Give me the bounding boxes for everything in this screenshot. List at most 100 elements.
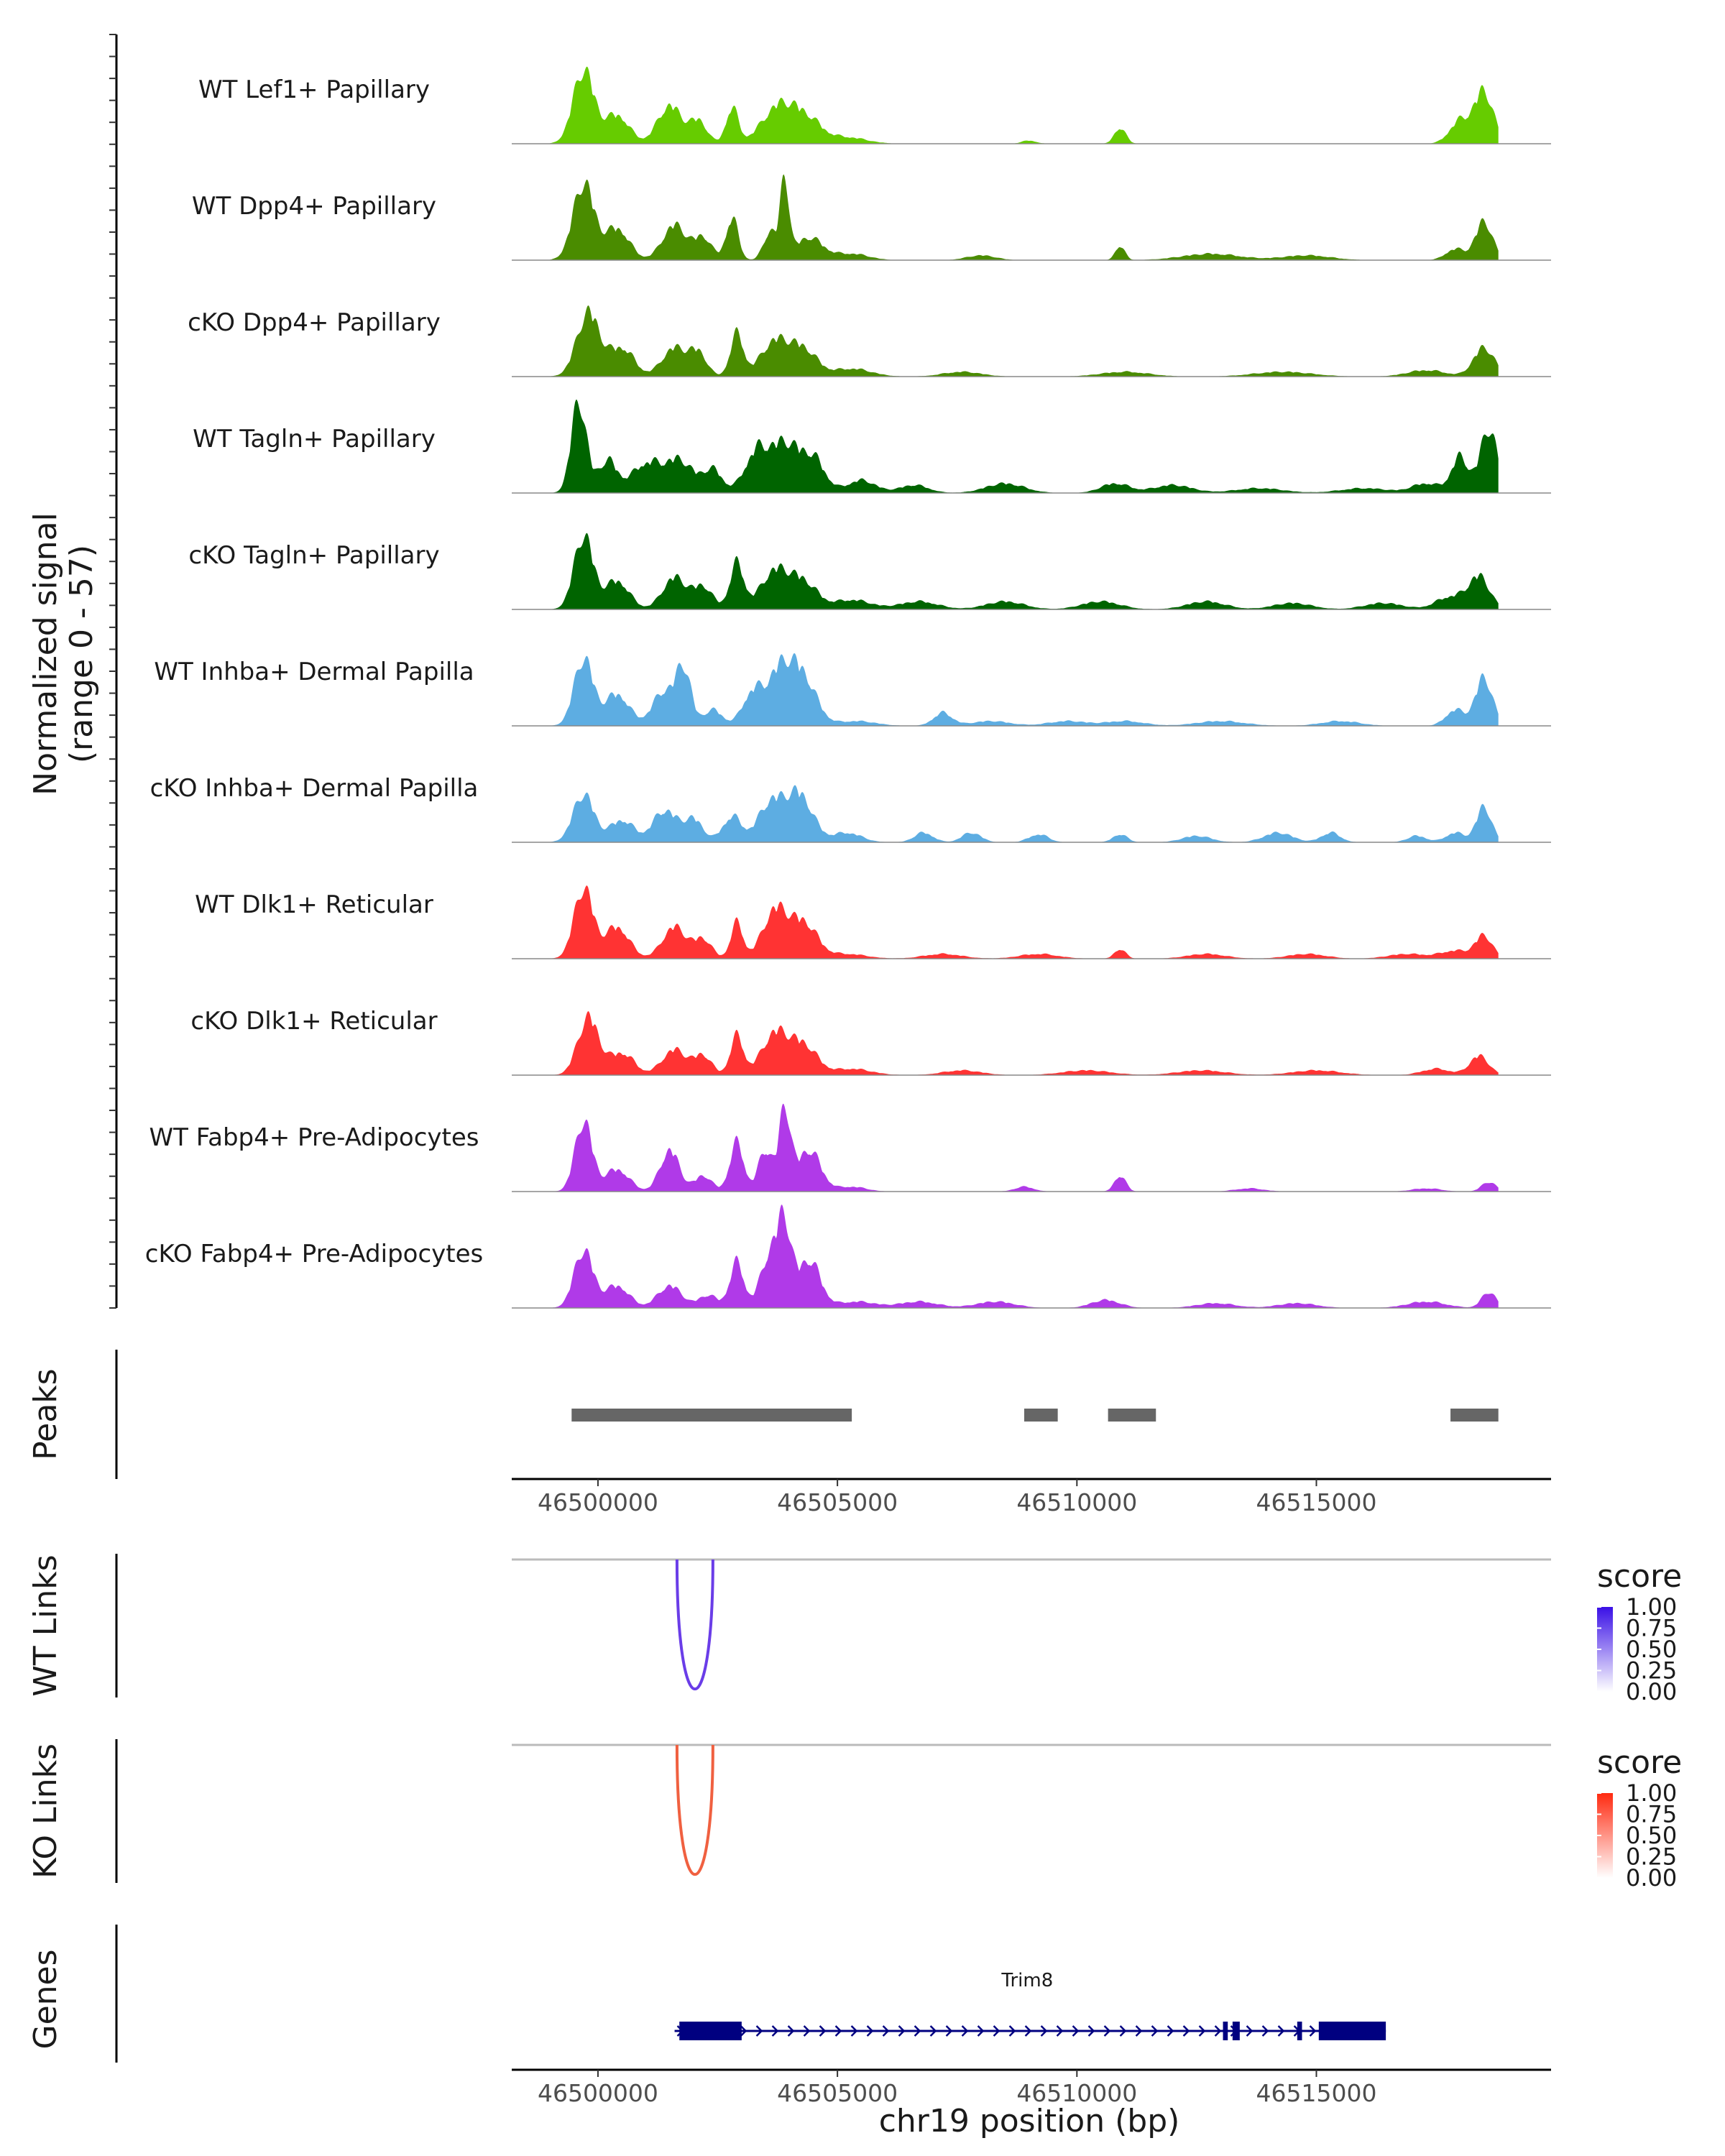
strand-arrow xyxy=(819,2025,827,2037)
strand-arrow xyxy=(787,2025,795,2037)
coverage-track: WT Fabp4+ Pre-Adipocytes xyxy=(150,1103,1551,1192)
strand-arrow xyxy=(803,2025,811,2037)
peak-region xyxy=(1108,1409,1156,1422)
legend-tick-label: 0.75 xyxy=(1626,1801,1677,1828)
track-label: WT Lef1+ Papillary xyxy=(198,75,430,104)
coverage-track: WT Dpp4+ Papillary xyxy=(192,174,1551,261)
legend-tick-label: 0.50 xyxy=(1626,1636,1677,1663)
coverage-track: cKO Inhba+ Dermal Papilla xyxy=(150,774,1551,843)
track-label: WT Tagln+ Papillary xyxy=(193,425,436,453)
strand-arrow xyxy=(1261,2025,1269,2037)
strand-arrow xyxy=(1182,2025,1190,2037)
strand-arrow xyxy=(945,2025,953,2037)
strand-arrow xyxy=(882,2025,890,2037)
genes-track-label: Genes xyxy=(27,1949,64,2049)
legend-tick-label: 0.00 xyxy=(1626,1678,1677,1705)
strand-arrow xyxy=(1040,2025,1048,2037)
track-label: WT Dlk1+ Reticular xyxy=(195,890,433,919)
peak-region xyxy=(571,1409,852,1422)
strand-arrow xyxy=(1214,2025,1222,2037)
links-track-label: WT Links xyxy=(27,1554,64,1696)
strand-arrow xyxy=(771,2025,779,2037)
coverage-area xyxy=(550,653,1499,726)
strand-arrow xyxy=(1246,2025,1254,2037)
coverage-area xyxy=(550,1103,1499,1192)
coverage-area xyxy=(550,305,1499,377)
strand-arrow xyxy=(850,2025,858,2037)
genes-x-tick-label: 46515000 xyxy=(1256,2079,1376,2107)
coverage-track: cKO Dlk1+ Reticular xyxy=(190,1007,1551,1076)
strand-arrow xyxy=(1151,2025,1159,2037)
strand-arrow xyxy=(866,2025,874,2037)
strand-arrow xyxy=(914,2025,921,2037)
track-label: cKO Tagln+ Papillary xyxy=(188,541,439,570)
legend-tick-label: 0.00 xyxy=(1626,1864,1677,1892)
coverage-area xyxy=(550,174,1499,260)
strand-arrow xyxy=(755,2025,763,2037)
genes-x-tick-label: 46505000 xyxy=(777,2079,898,2107)
strand-arrow xyxy=(1072,2025,1080,2037)
strand-arrow xyxy=(1008,2025,1016,2037)
gene-exon xyxy=(1297,2022,1302,2040)
track-label: cKO Inhba+ Dermal Papilla xyxy=(150,774,479,803)
legend-tick-label: 1.00 xyxy=(1626,1593,1677,1621)
strand-arrow xyxy=(898,2025,906,2037)
strand-arrow xyxy=(929,2025,937,2037)
strand-arrow xyxy=(993,2025,1000,2037)
legend-tick-label: 1.00 xyxy=(1626,1779,1677,1807)
coverage-track: WT Inhba+ Dermal Papilla xyxy=(154,653,1551,727)
strand-arrow xyxy=(961,2025,969,2037)
strand-arrow xyxy=(1056,2025,1064,2037)
coverage-track: cKO Tagln+ Papillary xyxy=(188,533,1551,610)
peaks-x-tick-label: 46515000 xyxy=(1256,1488,1376,1516)
coverage-tracks: WT Lef1+ Papillary WT Dpp4+ Papillary cKO … xyxy=(109,34,1551,1309)
strand-arrow xyxy=(1167,2025,1174,2037)
strand-arrow xyxy=(1198,2025,1206,2037)
coverage-area xyxy=(550,785,1499,842)
coverage-area xyxy=(550,885,1499,959)
gene-exon xyxy=(1223,2022,1228,2040)
peaks-track-label: Peaks xyxy=(27,1368,64,1460)
strand-arrow xyxy=(834,2025,842,2037)
gene-exon xyxy=(1318,2022,1386,2040)
y-axis-title-line1: Normalized signal xyxy=(27,512,64,796)
legend-tick-label: 0.25 xyxy=(1626,1843,1677,1871)
peaks-x-tick-label: 46505000 xyxy=(777,1488,898,1516)
peaks-x-tick-label: 46510000 xyxy=(1016,1488,1137,1516)
coverage-track: cKO Dpp4+ Papillary xyxy=(188,305,1551,377)
legend-tick-label: 0.50 xyxy=(1626,1822,1677,1849)
genes-track: Genes Trim8 46500000 46505000 46510000 465150… xyxy=(27,1925,1551,2107)
strand-arrow xyxy=(1103,2025,1111,2037)
coverage-area xyxy=(550,1204,1499,1308)
link-arc xyxy=(675,1559,714,1691)
strand-arrow xyxy=(740,2025,748,2037)
links-track-label: KO Links xyxy=(27,1743,64,1879)
gene-name-label: Trim8 xyxy=(1000,1970,1053,1991)
strand-arrow xyxy=(1277,2025,1285,2037)
coverage-area xyxy=(550,533,1499,609)
coverage-area xyxy=(550,1011,1499,1075)
coverage-area xyxy=(550,66,1499,144)
peak-region xyxy=(1024,1409,1058,1422)
coverage-area xyxy=(550,400,1499,493)
peaks-track: Peaks 46500000 46505000 46510000 46515000 xyxy=(27,1350,1551,1516)
track-label: cKO Dpp4+ Papillary xyxy=(188,308,441,337)
gene-exon xyxy=(1232,2022,1240,2040)
coverage-track: cKO Fabp4+ Pre-Adipocytes xyxy=(145,1204,1551,1309)
legend-tick-label: 0.75 xyxy=(1626,1615,1677,1642)
coverage-track: WT Dlk1+ Reticular xyxy=(195,885,1551,959)
genes-x-tick-label: 46510000 xyxy=(1016,2079,1137,2107)
track-label: WT Inhba+ Dermal Papilla xyxy=(154,658,474,686)
legend-tick-label: 0.25 xyxy=(1626,1657,1677,1685)
coverage-track: WT Lef1+ Papillary xyxy=(198,66,1551,144)
link-arc xyxy=(675,1744,714,1876)
peaks-x-tick-label: 46500000 xyxy=(538,1488,658,1516)
strand-arrow xyxy=(1309,2025,1317,2037)
track-label: WT Fabp4+ Pre-Adipocytes xyxy=(150,1123,479,1152)
legend-title: score xyxy=(1597,1744,1682,1781)
strand-arrow xyxy=(1024,2025,1032,2037)
